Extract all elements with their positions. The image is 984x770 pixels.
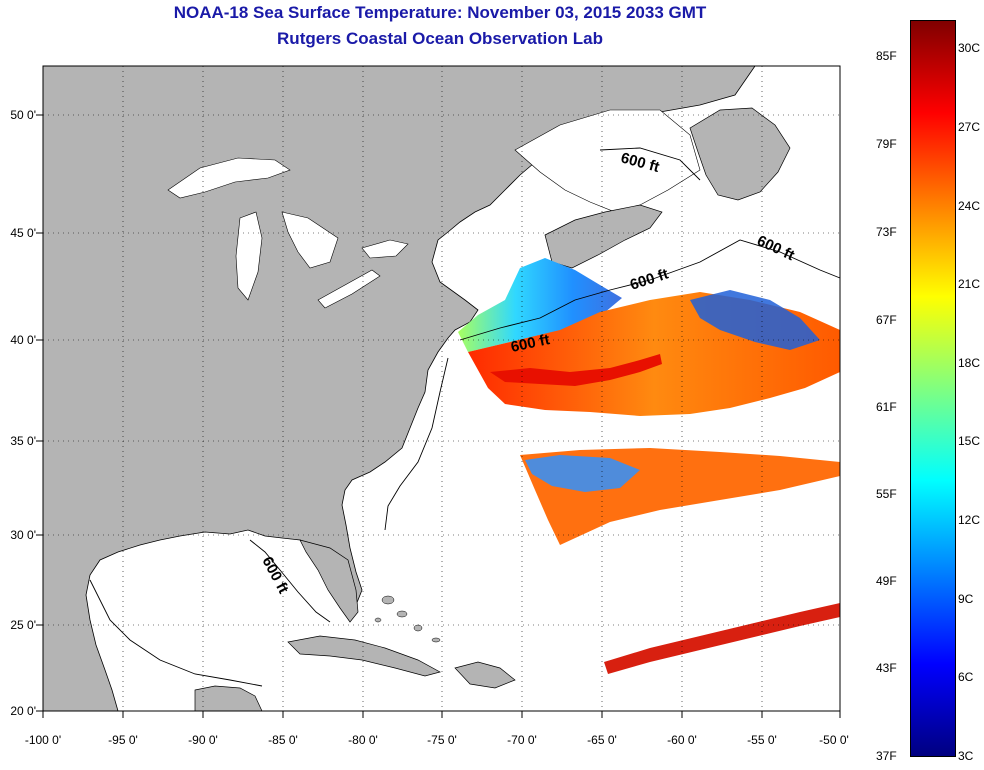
lon-label: -95 0' [108, 733, 138, 747]
land-florida [299, 539, 359, 623]
colorbar-f-label: 85F [876, 49, 897, 63]
land-cuba [287, 635, 441, 677]
lake-erie [317, 269, 381, 309]
lon-label: -65 0' [587, 733, 617, 747]
sst-strip-south [604, 603, 840, 674]
lake-ontario [361, 239, 409, 259]
colorbar-c-label: 3C [958, 749, 974, 763]
lon-label: -80 0' [348, 733, 378, 747]
gulf-st-lawrence [514, 109, 701, 213]
colorbar-f-label: 37F [876, 749, 897, 763]
lon-label: -100 0' [24, 733, 62, 747]
lake-michigan [235, 211, 263, 301]
lake-superior [167, 157, 291, 199]
colorbar-c-label: 21C [958, 277, 981, 291]
lon-label: -85 0' [268, 733, 298, 747]
axis-ticks [36, 114, 841, 718]
lon-label: -70 0' [507, 733, 537, 747]
land-hispaniola [454, 661, 516, 689]
lon-label: -90 0' [188, 733, 218, 747]
land-nova-scotia [544, 204, 663, 269]
colorbar-f-label: 55F [876, 487, 897, 501]
lat-label: 50 0' [10, 108, 36, 122]
colorbar-c-label: 18C [958, 356, 981, 370]
colorbar [910, 20, 956, 757]
colorbar-c-label: 6C [958, 670, 974, 684]
sst-gulf-stream-core [490, 354, 662, 386]
colorbar-c-label: 9C [958, 592, 974, 606]
lake-huron [281, 211, 339, 269]
sst-cool-patch-north [690, 290, 820, 350]
map-subtitle: Rutgers Coastal Ocean Observation Lab [277, 29, 603, 48]
land-newfoundland [689, 107, 791, 201]
map-title: NOAA-18 Sea Surface Temperature: Novembe… [173, 3, 707, 22]
lat-label: 45 0' [10, 226, 36, 240]
colorbar-f-label: 67F [876, 313, 897, 327]
lon-label: -50 0' [819, 733, 849, 747]
lat-label: 30 0' [10, 528, 36, 542]
lat-label: 40 0' [10, 333, 36, 347]
colorbar-c-label: 12C [958, 513, 981, 527]
land-north-america [42, 65, 756, 712]
sst-cloud-gap [508, 410, 840, 455]
lon-label: -75 0' [427, 733, 457, 747]
colorbar-c-label: 24C [958, 199, 981, 213]
colorbar-c-label: 30C [958, 41, 981, 55]
isobath-600ft [89, 147, 841, 687]
colorbar-f-label: 73F [876, 225, 897, 239]
lon-label: -55 0' [747, 733, 777, 747]
sst-south-cool [525, 455, 640, 492]
colorbar-f-label: 61F [876, 400, 897, 414]
lat-label: 20 0' [10, 704, 36, 718]
lon-label: -60 0' [667, 733, 697, 747]
colorbar-f-label: 79F [876, 137, 897, 151]
lat-label: 35 0' [10, 434, 36, 448]
colorbar-f-label: 49F [876, 574, 897, 588]
colorbar-c-label: 15C [958, 434, 981, 448]
colorbar-c-label: 27C [958, 120, 981, 134]
lat-label: 25 0' [10, 618, 36, 632]
colorbar-f-label: 43F [876, 661, 897, 675]
